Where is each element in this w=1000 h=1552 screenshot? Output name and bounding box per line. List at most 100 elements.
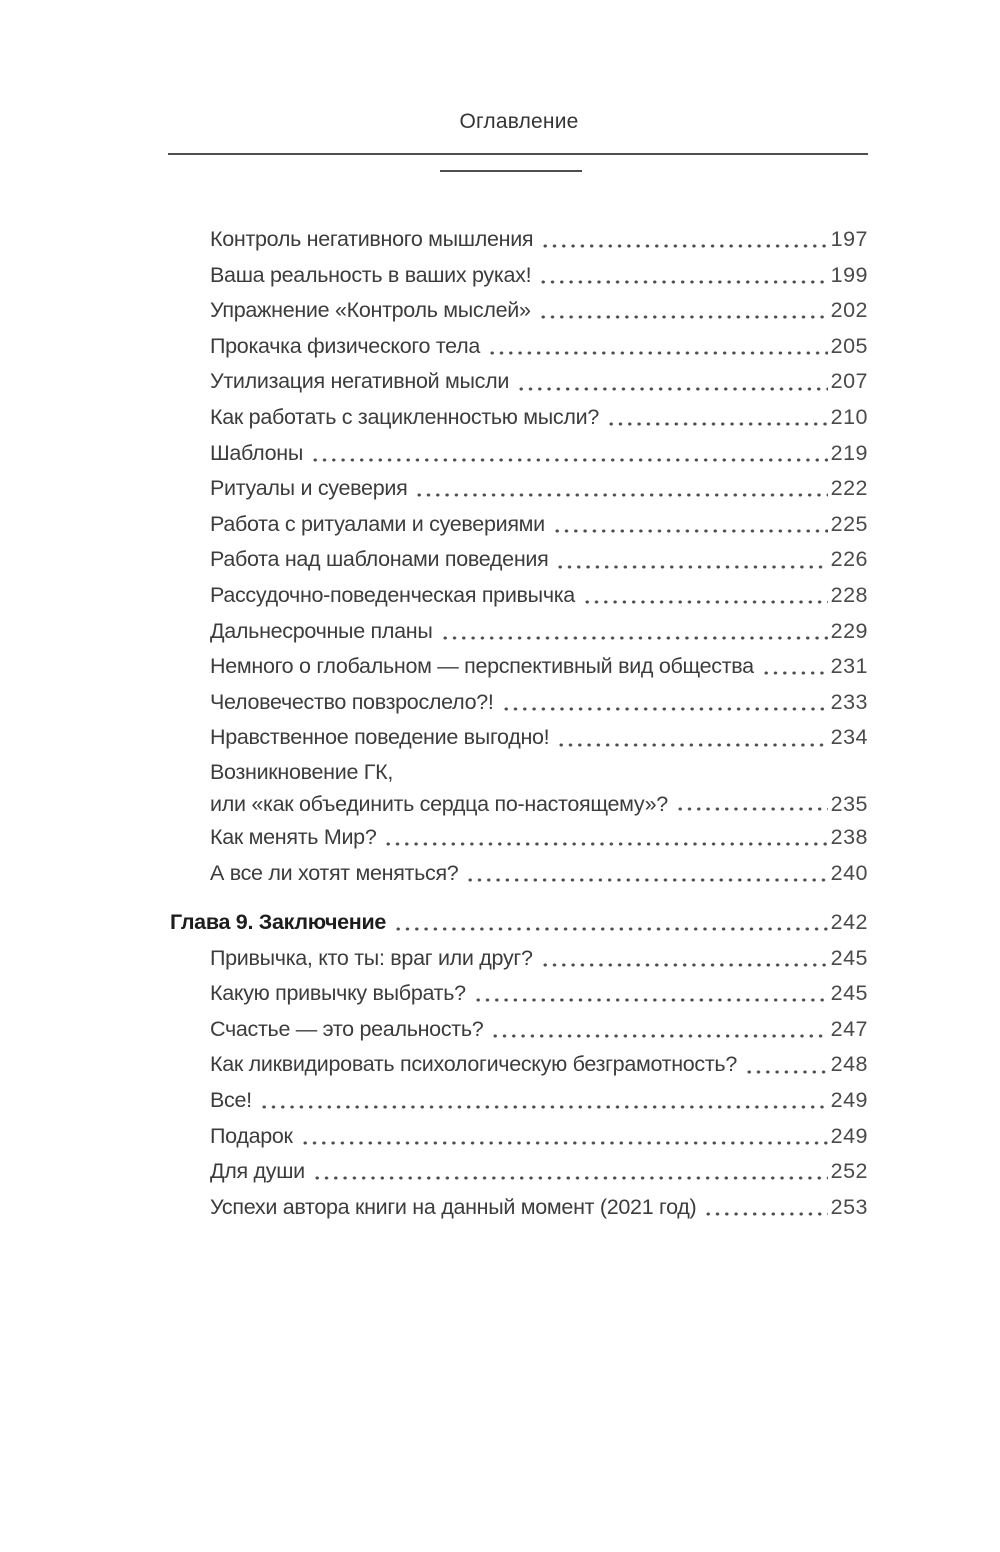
- toc-entry-title: Для души: [210, 1159, 305, 1184]
- toc-entry-page: 252: [830, 1159, 868, 1184]
- toc-entry-title: Человечество повзрослело?!: [210, 689, 494, 714]
- toc-entry-title: А все ли хотят меняться?: [210, 860, 459, 885]
- toc-entry: Прокачка физического тела 205: [170, 328, 868, 365]
- toc-entry-page: 210: [830, 404, 868, 429]
- toc-list: Контроль негативного мышления 197 Ваша р…: [170, 222, 868, 1226]
- dot-leader: [310, 1154, 828, 1190]
- dot-leader: [702, 1189, 828, 1226]
- toc-entry-page: 238: [830, 824, 868, 849]
- toc-entry-title: Как менять Мир?: [210, 824, 377, 849]
- toc-entry-page: 205: [830, 333, 868, 358]
- dot-leader: [438, 613, 828, 650]
- toc-entry-title: Утилизация негативной мысли: [210, 369, 510, 394]
- toc-entry-page: 197: [830, 227, 868, 251]
- toc-entry: Ваша реальность в ваших руках! 199: [170, 257, 868, 294]
- toc-entry-title: Немного о глобальном — перспективный вид…: [210, 654, 754, 679]
- toc-entry: Как менять Мир? 238: [170, 819, 868, 856]
- header-rule: [168, 153, 868, 155]
- toc-entry-title: Нравственное поведение выгодно!: [210, 725, 550, 750]
- toc-entry-title: Ритуалы и суеверия: [210, 476, 408, 501]
- toc-entry: Немного о глобальном — перспективный вид…: [170, 649, 868, 685]
- dot-leader: [555, 720, 828, 756]
- toc-entry-title: или «как объединить сердца по-настоящему…: [210, 791, 668, 816]
- toc-entry: Дальнесрочные планы 229: [170, 613, 868, 650]
- dot-leader: [554, 542, 828, 578]
- toc-entry-page: 234: [830, 725, 868, 750]
- toc-entry-page: 249: [830, 1088, 868, 1113]
- toc-entry-title: Счастье — это реальность?: [210, 1016, 484, 1041]
- toc-entry: Счастье — это реальность? 247: [170, 1011, 868, 1048]
- toc-entry: Рассудочно-поведенческая привычка 228: [170, 577, 868, 614]
- dot-leader: [742, 1047, 828, 1084]
- toc-entry-page: 233: [830, 689, 868, 714]
- toc-entry: Как работать с зацикленностью мысли? 210: [170, 399, 868, 436]
- toc-entry: Ритуалы и суеверия 222: [170, 471, 868, 507]
- dot-leader: [499, 684, 828, 721]
- toc-entry-title: Рассудочно-поведенческая привычка: [210, 582, 575, 607]
- toc-entry-title: Как работать с зацикленностью мысли?: [210, 404, 599, 429]
- toc-entry: Человечество повзрослело?! 233: [170, 684, 868, 721]
- toc-entry-title: Шаблоны: [210, 440, 303, 465]
- toc-entry-page: 219: [830, 440, 868, 465]
- toc-entry: Утилизация негативной мысли 207: [170, 364, 868, 400]
- toc-entry-page: 247: [830, 1016, 868, 1041]
- toc-entry: Привычка, кто ты: враг или друг? 245: [170, 940, 868, 977]
- toc-entry-title: Какую привычку выбрать?: [210, 981, 466, 1006]
- toc-entry: Работа с ритуалами и суевериями 225: [170, 506, 868, 543]
- toc-entry-page: 242: [830, 910, 868, 935]
- toc-entry-page: 229: [830, 618, 868, 643]
- toc-entry-page: 245: [830, 945, 868, 970]
- toc-entry-page: 253: [830, 1194, 868, 1219]
- toc-entry-title: Успехи автора книги на данный момент (20…: [210, 1194, 697, 1219]
- toc-entry-title: Дальнесрочные планы: [210, 618, 433, 643]
- toc-entry: Шаблоны 219: [170, 435, 868, 472]
- toc-entry-page: 222: [830, 476, 868, 501]
- toc-entry: Контроль негативного мышления 197: [170, 222, 868, 258]
- toc-entry-page: 249: [830, 1123, 868, 1148]
- toc-entry-page: 202: [830, 298, 868, 323]
- toc-entry-title: Упражнение «Контроль мыслей»: [210, 298, 531, 323]
- toc-entry-title: Как ликвидировать психологическую безгра…: [210, 1052, 737, 1077]
- separator-rule: [440, 170, 582, 172]
- dot-leader: [538, 940, 828, 977]
- dot-leader: [471, 976, 828, 1012]
- toc-entry-title: Все!: [210, 1088, 252, 1113]
- dot-leader: [580, 577, 828, 614]
- toc-entry-page: 228: [830, 582, 868, 607]
- toc-entry: или «как объединить сердца по-настоящему…: [170, 787, 868, 820]
- toc-entry-title: Привычка, кто ты: враг или друг?: [210, 945, 533, 970]
- toc-entry: Работа над шаблонами поведения 226: [170, 542, 868, 578]
- dot-leader: [673, 787, 828, 820]
- toc-entry-page: 225: [830, 511, 868, 536]
- toc-entry-title: Работа над шаблонами поведения: [210, 547, 549, 572]
- dot-leader: [257, 1083, 828, 1119]
- toc-entry-page: 235: [830, 791, 868, 816]
- toc-entry: Как ликвидировать психологическую безгра…: [170, 1047, 868, 1084]
- toc-entry-multiline: Возникновение ГК, или «как объединить се…: [170, 756, 868, 820]
- toc-entry: А все ли хотят меняться? 240: [170, 855, 868, 892]
- toc-entry-page: 207: [830, 369, 868, 394]
- page-header-title: Оглавление: [459, 110, 579, 133]
- toc-entry-pretitle: Возникновение ГК,: [210, 759, 394, 784]
- dot-leader: [759, 649, 828, 685]
- toc-entry: Для души 252: [170, 1154, 868, 1190]
- dot-leader: [485, 328, 828, 365]
- dot-leader: [308, 435, 828, 472]
- toc-entry: Подарок 249: [170, 1118, 868, 1155]
- toc-entry-title: Глава 9. Заключение: [170, 910, 387, 935]
- toc-entry: Нравственное поведение выгодно! 234: [170, 720, 868, 756]
- toc-entry-page: 199: [830, 262, 868, 287]
- toc-entry-page: 231: [830, 654, 868, 679]
- toc-entry: Какую привычку выбрать? 245: [170, 976, 868, 1012]
- toc-entry: Упражнение «Контроль мыслей» 202: [170, 293, 868, 329]
- toc-entry-page: 245: [830, 981, 868, 1006]
- toc-entry-title: Ваша реальность в ваших руках!: [210, 262, 532, 287]
- dot-leader: [550, 506, 828, 543]
- toc-entry: Все! 249: [170, 1083, 868, 1119]
- dot-leader: [515, 364, 828, 400]
- toc-entry-title: Подарок: [210, 1123, 293, 1148]
- dot-leader: [605, 399, 828, 436]
- dot-leader: [536, 293, 828, 329]
- toc-entry-title: Прокачка физического тела: [210, 333, 480, 358]
